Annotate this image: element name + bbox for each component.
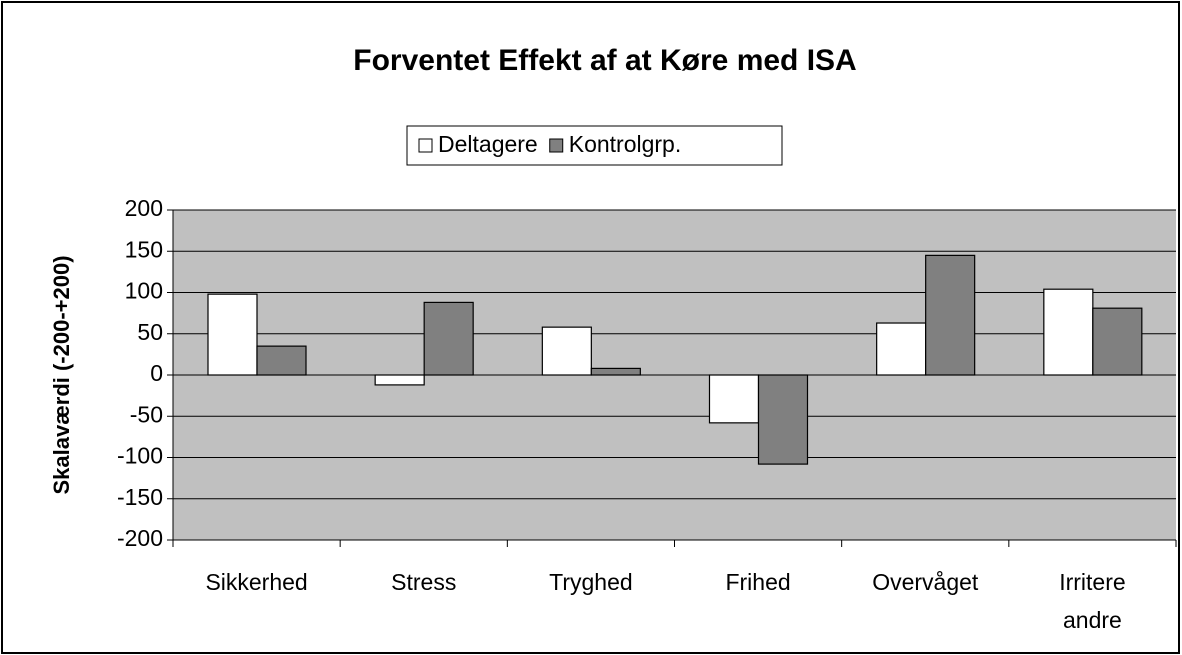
- y-tick-label: 150: [125, 236, 163, 262]
- bar: [423, 301, 474, 376]
- bar: [590, 367, 641, 376]
- x-tick-label: Tryghed: [549, 569, 633, 595]
- bar: [374, 374, 425, 386]
- chart-title: Forventet Effekt af at Køre med ISA: [353, 44, 856, 77]
- bar: [207, 293, 258, 376]
- legend-label: Deltagere: [438, 131, 538, 157]
- y-tick-label: 0: [150, 360, 163, 386]
- y-tick-label: -200: [117, 525, 163, 551]
- legend-swatch: [418, 138, 433, 153]
- y-tick-label: -150: [117, 484, 163, 510]
- bar: [1092, 307, 1143, 376]
- x-tick-label: Frihed: [725, 569, 790, 595]
- bar: [1043, 288, 1094, 376]
- y-tick-label: 50: [137, 319, 163, 345]
- y-axis-label: Skalaværdi (-200-+200): [49, 255, 74, 494]
- x-tick-label: Overvåget: [872, 569, 979, 595]
- bar: [541, 326, 592, 376]
- y-tick-label: 200: [125, 195, 163, 221]
- bar: [708, 374, 760, 424]
- y-tick-label: -100: [117, 443, 163, 469]
- bar: [876, 322, 927, 376]
- x-tick-label: Sikkerhed: [205, 569, 307, 595]
- legend-label: Kontrolgrp.: [569, 131, 682, 157]
- x-tick-label: Irritere andre: [1059, 569, 1125, 633]
- x-tick-label: Stress: [391, 569, 456, 595]
- bar: [925, 254, 976, 376]
- bar: [757, 374, 809, 465]
- legend-swatch: [549, 138, 564, 153]
- bar: [256, 345, 307, 376]
- y-tick-label: -50: [130, 401, 163, 427]
- y-tick-label: 100: [125, 278, 163, 304]
- legend-box: [406, 125, 783, 166]
